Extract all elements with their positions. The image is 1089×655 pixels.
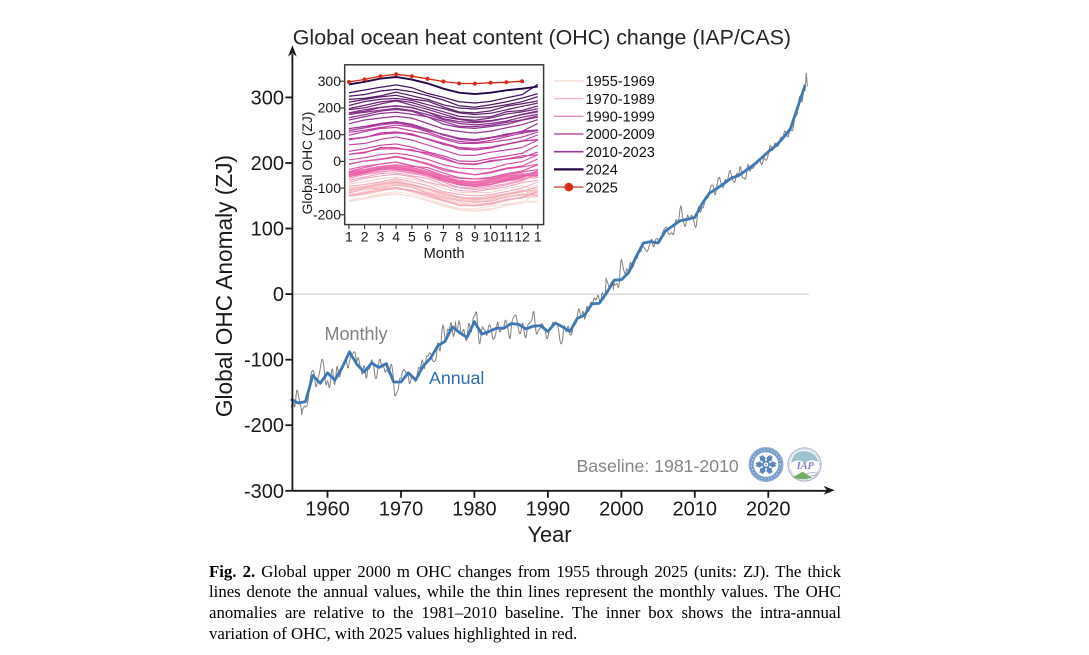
svg-text:9: 9 bbox=[471, 229, 479, 245]
svg-text:1990-1999: 1990-1999 bbox=[586, 110, 655, 126]
svg-text:1970: 1970 bbox=[379, 499, 424, 521]
svg-text:Global ocean heat content (OHC: Global ocean heat content (OHC) change (… bbox=[293, 26, 791, 50]
svg-text:100: 100 bbox=[318, 126, 342, 142]
svg-text:2000-2009: 2000-2009 bbox=[586, 127, 655, 143]
svg-text:Annual: Annual bbox=[429, 368, 484, 388]
svg-text:IAP: IAP bbox=[796, 461, 815, 472]
svg-text:-100: -100 bbox=[313, 180, 341, 196]
svg-text:3: 3 bbox=[377, 229, 385, 245]
svg-text:7: 7 bbox=[440, 229, 448, 245]
svg-text:-200: -200 bbox=[313, 207, 341, 223]
svg-text:Global OHC (ZJ): Global OHC (ZJ) bbox=[300, 112, 315, 215]
svg-text:1960: 1960 bbox=[305, 499, 350, 521]
svg-text:Baseline: 1981-2010: Baseline: 1981-2010 bbox=[577, 456, 739, 476]
svg-text:0: 0 bbox=[333, 153, 341, 169]
svg-text:10: 10 bbox=[483, 229, 499, 245]
svg-text:4: 4 bbox=[392, 229, 400, 245]
svg-text:8: 8 bbox=[455, 229, 463, 245]
svg-text:1: 1 bbox=[345, 229, 353, 245]
svg-text:2024: 2024 bbox=[586, 163, 618, 179]
svg-text:2020: 2020 bbox=[746, 499, 791, 521]
svg-text:11: 11 bbox=[499, 229, 514, 245]
svg-text:1980: 1980 bbox=[452, 499, 497, 521]
svg-text:300: 300 bbox=[251, 87, 284, 109]
svg-text:2000: 2000 bbox=[599, 499, 644, 521]
svg-text:200: 200 bbox=[251, 153, 284, 175]
svg-text:2010: 2010 bbox=[673, 499, 718, 521]
svg-text:100: 100 bbox=[251, 219, 284, 241]
svg-text:5: 5 bbox=[408, 229, 416, 245]
svg-text:1955-1969: 1955-1969 bbox=[586, 74, 655, 90]
svg-text:2025: 2025 bbox=[586, 180, 618, 196]
svg-text:1: 1 bbox=[534, 229, 542, 245]
svg-text:1990: 1990 bbox=[526, 499, 571, 521]
svg-text:300: 300 bbox=[318, 73, 342, 89]
svg-text:2010-2023: 2010-2023 bbox=[586, 145, 655, 161]
svg-text:6: 6 bbox=[424, 229, 432, 245]
svg-text:2: 2 bbox=[361, 229, 369, 245]
svg-text:200: 200 bbox=[318, 100, 342, 116]
svg-text:-200: -200 bbox=[244, 415, 284, 437]
svg-text:Month: Month bbox=[423, 246, 464, 262]
svg-text:Monthly: Monthly bbox=[325, 324, 388, 344]
svg-text:12: 12 bbox=[514, 229, 530, 245]
svg-text:1970-1989: 1970-1989 bbox=[586, 92, 655, 108]
svg-text:-300: -300 bbox=[244, 481, 284, 503]
svg-text:0: 0 bbox=[273, 284, 284, 306]
svg-text:-100: -100 bbox=[244, 350, 284, 372]
svg-text:Year: Year bbox=[527, 522, 571, 547]
svg-text:Global OHC Anomaly (ZJ): Global OHC Anomaly (ZJ) bbox=[211, 155, 237, 417]
